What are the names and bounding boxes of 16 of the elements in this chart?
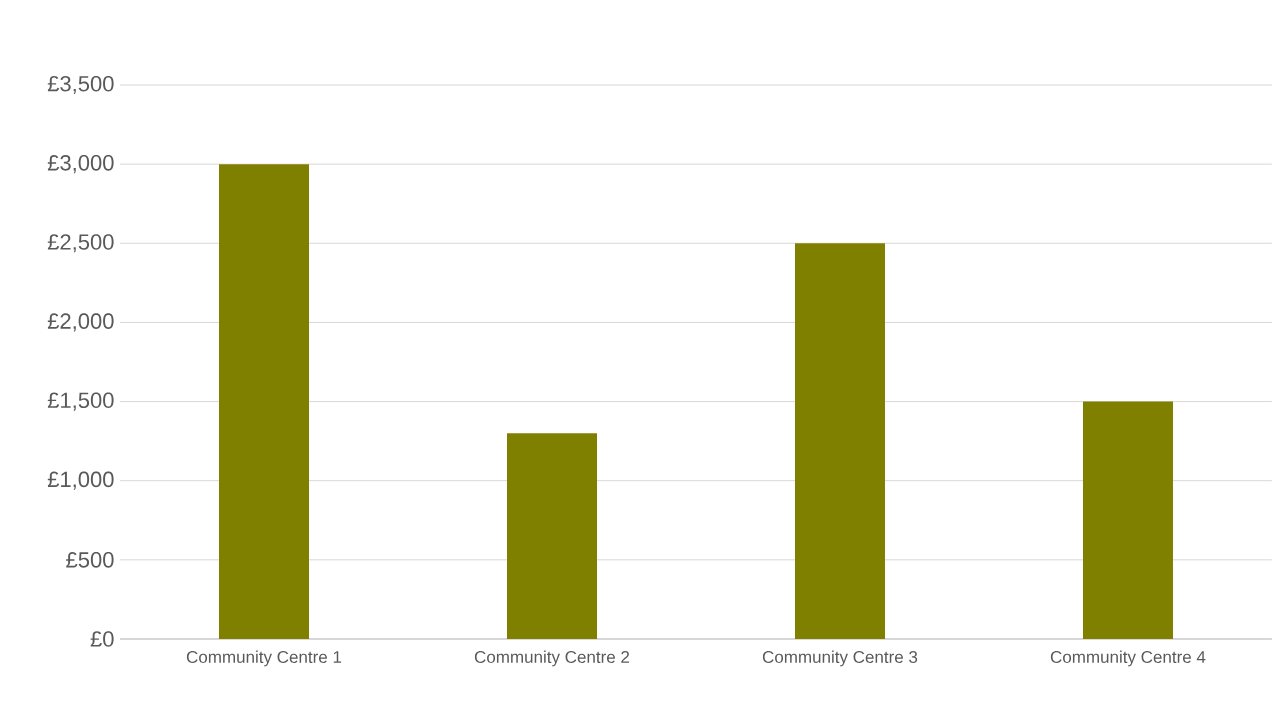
x-tick-label: Community Centre 4: [1050, 650, 1206, 667]
y-tick-label: £3,500: [47, 75, 114, 95]
bar: [794, 243, 885, 639]
x-tick-label: Community Centre 1: [186, 650, 342, 667]
y-tick-label: £500: [66, 552, 114, 568]
y-tick-label: £3,000: [47, 155, 114, 174]
y-tick-label: £2,000: [47, 313, 114, 332]
y-tick-label: £1,000: [47, 471, 114, 490]
y-tick-label: £2,500: [47, 234, 114, 253]
y-tick-label: £1,500: [47, 392, 114, 411]
bar: [1082, 401, 1173, 639]
x-tick-label: Community Centre 3: [762, 650, 918, 667]
y-tick-label: £0: [90, 631, 114, 647]
x-tick-label: Community Centre 2: [474, 650, 630, 667]
bar: [507, 433, 597, 639]
bar: [219, 164, 310, 639]
